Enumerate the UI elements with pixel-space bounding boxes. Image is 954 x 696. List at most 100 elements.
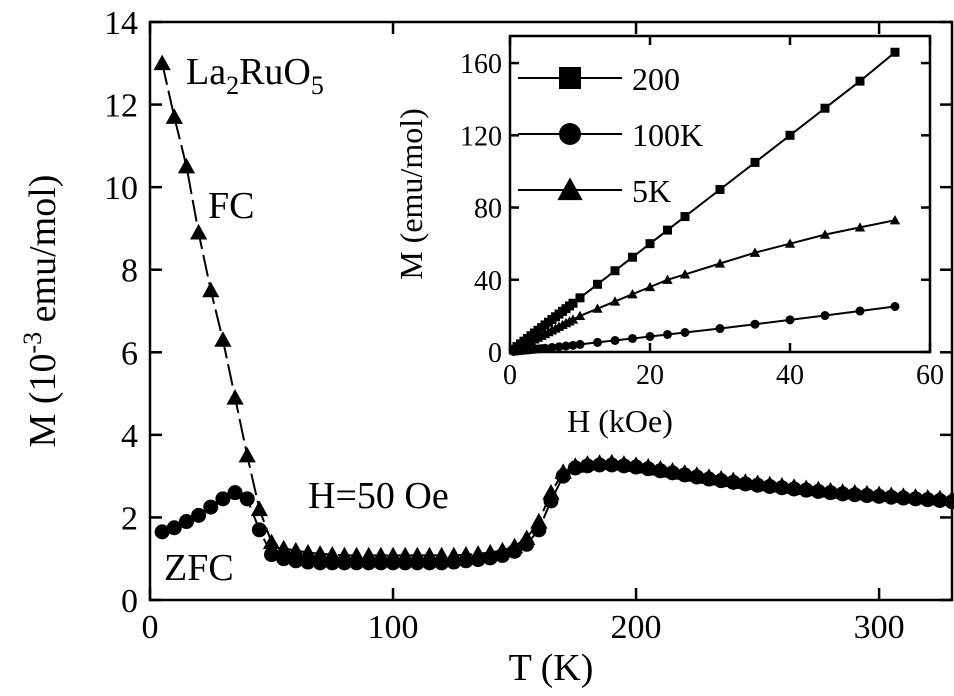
inset-point-100k bbox=[645, 331, 655, 341]
main-point-zfc bbox=[470, 552, 486, 568]
inset-point-100k bbox=[750, 319, 760, 329]
inset-point-100k bbox=[628, 333, 637, 343]
inset-point-200 bbox=[568, 298, 578, 308]
main-x-axis-title: T (K) bbox=[509, 647, 594, 689]
inset-point-200 bbox=[663, 225, 672, 235]
main-point-zfc bbox=[421, 555, 437, 571]
main-point-zfc bbox=[531, 522, 547, 538]
inset-point-100k bbox=[663, 329, 672, 339]
inset-point-200 bbox=[645, 239, 655, 249]
legend-marker-100k bbox=[559, 123, 581, 145]
legend-label-5k: 5K bbox=[632, 173, 671, 209]
main-point-zfc bbox=[312, 555, 328, 571]
main-point-zfc bbox=[616, 458, 632, 474]
inset-legend: 200 100K 5K bbox=[518, 61, 703, 209]
main-point-zfc bbox=[446, 554, 462, 570]
inset-point-100k bbox=[568, 340, 578, 350]
inset-point-5k bbox=[644, 281, 656, 292]
main-point-fc bbox=[202, 281, 220, 298]
main-point-fc bbox=[299, 543, 317, 560]
inset-point-5k bbox=[567, 314, 579, 324]
main-x-tick-label: 200 bbox=[611, 609, 662, 646]
inset-x-tick-label: 20 bbox=[636, 360, 664, 391]
main-point-zfc bbox=[300, 554, 316, 570]
main-point-zfc bbox=[178, 514, 194, 530]
main-point-zfc bbox=[798, 482, 814, 498]
field-label: H=50 Oe bbox=[308, 475, 449, 517]
inset-point-200 bbox=[628, 252, 637, 262]
main-point-zfc bbox=[494, 547, 510, 563]
main-point-zfc bbox=[932, 493, 948, 509]
inset-x-axis-title: H (kOe) bbox=[567, 403, 673, 439]
main-plot-frame bbox=[148, 20, 954, 602]
main-point-zfc bbox=[519, 536, 535, 552]
inset-point-100k bbox=[820, 311, 830, 321]
main-y-tick-label: 2 bbox=[121, 500, 138, 537]
inset-axes: 0 20 40 60 0 40 80 120 160 bbox=[460, 36, 944, 391]
main-point-zfc bbox=[397, 555, 413, 571]
inset-y-tick-label: 80 bbox=[474, 194, 502, 225]
main-point-zfc bbox=[592, 457, 608, 473]
legend-label-100k: 100K bbox=[632, 117, 703, 153]
main-point-zfc bbox=[920, 492, 936, 508]
main-point-zfc bbox=[215, 491, 231, 507]
main-point-zfc bbox=[859, 488, 875, 504]
inset-point-100k bbox=[593, 337, 602, 347]
inset-point-5k bbox=[679, 269, 691, 279]
main-point-zfc bbox=[349, 555, 365, 571]
main-point-zfc bbox=[276, 551, 292, 567]
main-point-zfc bbox=[677, 467, 693, 483]
main-point-zfc bbox=[701, 471, 717, 487]
main-point-zfc bbox=[434, 555, 450, 571]
inset-point-200 bbox=[610, 266, 620, 276]
inset-y-axis-title: M (emu/mol) bbox=[393, 108, 429, 280]
main-point-zfc bbox=[665, 465, 681, 481]
main-series bbox=[153, 54, 954, 571]
main-point-zfc bbox=[482, 550, 498, 566]
main-point-zfc bbox=[324, 555, 340, 571]
main-point-zfc bbox=[373, 555, 389, 571]
inset-point-5k bbox=[749, 247, 761, 257]
inset-point-5k bbox=[714, 258, 726, 268]
inset-point-100k bbox=[561, 341, 571, 351]
main-point-fc bbox=[189, 223, 208, 240]
main-x-tick-label: 300 bbox=[854, 609, 905, 646]
main-point-zfc bbox=[567, 460, 583, 476]
main-point-zfc bbox=[579, 458, 595, 474]
main-point-fc bbox=[250, 500, 268, 517]
main-point-zfc bbox=[555, 468, 571, 484]
legend-marker-200 bbox=[559, 67, 581, 89]
inset-point-5k bbox=[627, 289, 638, 299]
fc-label: FC bbox=[208, 185, 254, 227]
main-point-zfc bbox=[786, 481, 802, 497]
main-y-tick-label: 10 bbox=[104, 170, 138, 207]
inset-point-5k bbox=[784, 238, 796, 248]
inset-point-5k bbox=[854, 222, 866, 232]
main-y-axis-title: M (10-3 emu/mol) bbox=[18, 175, 64, 448]
inset-point-5k bbox=[609, 296, 621, 306]
inset-point-200 bbox=[890, 47, 900, 57]
main-point-zfc bbox=[264, 547, 280, 563]
inset-point-5k bbox=[574, 310, 586, 321]
main-point-zfc bbox=[640, 461, 656, 477]
legend-marker-5k bbox=[557, 177, 583, 201]
main-point-zfc bbox=[604, 457, 620, 473]
main-y-tick-label: 4 bbox=[121, 418, 138, 455]
inset-x-tick-label: 60 bbox=[916, 360, 944, 391]
inset-y-tick-label: 40 bbox=[474, 266, 502, 297]
inset-point-200 bbox=[575, 293, 585, 303]
inset-point-200 bbox=[750, 157, 760, 167]
main-point-zfc bbox=[385, 555, 401, 571]
main-y-tick-label: 14 bbox=[104, 5, 138, 42]
main-point-zfc bbox=[847, 487, 863, 503]
main-point-zfc bbox=[908, 491, 924, 507]
main-point-zfc bbox=[458, 553, 474, 569]
main-point-zfc bbox=[154, 524, 170, 540]
main-point-zfc bbox=[750, 477, 766, 493]
main-y-tick-label: 12 bbox=[104, 88, 138, 125]
inset-point-5k bbox=[592, 303, 603, 313]
inset-point-200 bbox=[680, 212, 690, 222]
inset-y-tick-label: 160 bbox=[460, 49, 502, 80]
inset-point-100k bbox=[855, 306, 865, 316]
